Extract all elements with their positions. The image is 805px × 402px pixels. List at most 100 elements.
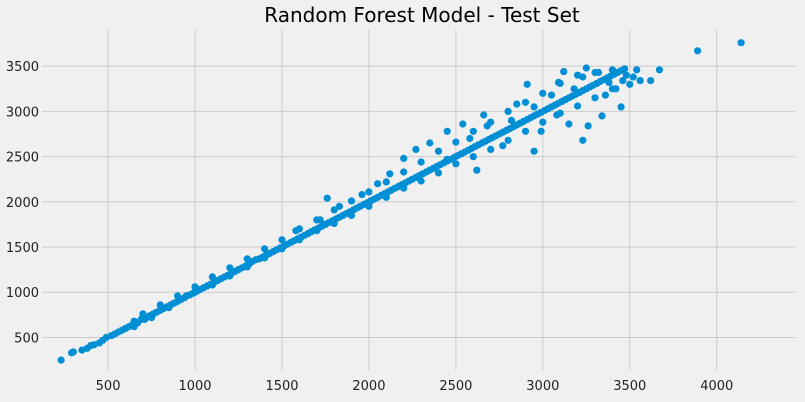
- x-tick-label: 4000: [700, 379, 733, 394]
- y-tick-label: 2500: [6, 151, 39, 166]
- data-point: [537, 127, 545, 135]
- data-point: [292, 227, 300, 235]
- data-point: [156, 301, 164, 309]
- y-tick-label: 1000: [6, 286, 39, 301]
- data-point: [261, 245, 269, 253]
- data-point: [466, 134, 474, 143]
- x-tick-label: 500: [96, 379, 121, 394]
- data-point: [226, 272, 234, 280]
- data-point: [335, 202, 343, 210]
- data-point: [594, 68, 603, 77]
- data-point: [469, 127, 477, 135]
- data-point: [330, 206, 338, 214]
- data-point: [584, 122, 592, 130]
- data-point: [278, 245, 286, 253]
- data-point: [629, 73, 637, 81]
- data-point: [434, 169, 443, 177]
- data-point: [612, 85, 620, 93]
- chart-title: Random Forest Model - Test Set: [264, 3, 580, 27]
- data-point: [243, 255, 251, 263]
- data-point: [694, 47, 702, 55]
- data-point: [358, 191, 366, 199]
- data-point: [386, 170, 394, 178]
- data-point: [148, 314, 156, 322]
- data-point: [316, 216, 324, 224]
- data-point: [554, 78, 563, 86]
- data-point: [400, 154, 408, 162]
- data-point: [412, 145, 420, 153]
- data-point: [165, 304, 173, 312]
- data-point: [330, 219, 338, 228]
- data-point: [469, 153, 477, 161]
- data-point: [426, 139, 434, 147]
- data-point: [473, 166, 481, 174]
- data-point: [313, 227, 321, 235]
- data-point: [579, 136, 587, 144]
- data-point: [374, 180, 382, 188]
- data-point: [513, 100, 521, 108]
- data-point: [605, 78, 613, 86]
- data-point: [57, 356, 65, 364]
- data-point: [226, 264, 234, 272]
- x-tick-label: 1500: [265, 379, 298, 394]
- data-point: [647, 77, 655, 85]
- data-point: [483, 122, 491, 130]
- grid-lines: [42, 30, 795, 370]
- data-point: [636, 77, 644, 85]
- x-tick-label: 2000: [352, 379, 385, 394]
- data-point: [621, 65, 629, 73]
- data-point: [347, 197, 356, 205]
- data-point: [400, 168, 408, 176]
- data-point: [417, 158, 425, 166]
- data-point: [570, 85, 578, 93]
- data-point: [737, 39, 745, 47]
- data-point: [608, 66, 617, 74]
- x-tick-label: 2500: [439, 379, 472, 394]
- y-tick-label: 500: [14, 331, 39, 346]
- data-point: [521, 127, 530, 135]
- data-point: [243, 263, 251, 271]
- data-point: [507, 116, 516, 124]
- data-point: [480, 111, 488, 119]
- data-point: [382, 193, 390, 201]
- data-point: [191, 283, 199, 291]
- data-point: [521, 98, 530, 106]
- data-point: [452, 138, 460, 146]
- data-point: [487, 145, 495, 153]
- data-point: [530, 103, 538, 111]
- data-point: [539, 118, 547, 126]
- data-point: [417, 177, 425, 185]
- data-point: [139, 310, 147, 318]
- x-tick-label: 1000: [178, 379, 211, 394]
- data-point: [382, 178, 390, 186]
- data-point: [208, 273, 216, 281]
- data-point: [452, 160, 460, 168]
- data-point: [553, 111, 561, 119]
- data-point: [622, 71, 630, 79]
- y-tick-label: 3000: [6, 105, 39, 120]
- data-point: [626, 80, 634, 88]
- data-point: [130, 323, 138, 331]
- data-point: [601, 91, 610, 99]
- data-point: [365, 202, 373, 210]
- data-point: [617, 103, 625, 111]
- x-tick-label: 3500: [613, 379, 646, 394]
- data-point: [459, 120, 467, 128]
- tick-labels: 500 1000 1500 2000 2500 3000 3500 4000 500 1000 15…: [6, 60, 733, 394]
- data-point: [261, 254, 269, 262]
- data-point: [504, 107, 512, 115]
- data-point: [499, 142, 507, 150]
- data-point: [530, 147, 538, 155]
- y-tick-label: 2000: [6, 196, 39, 211]
- data-point: [582, 64, 590, 72]
- data-point: [278, 236, 286, 244]
- y-tick-label: 3500: [6, 60, 39, 75]
- data-point: [443, 155, 451, 163]
- data-point: [655, 66, 664, 74]
- data-point: [560, 68, 568, 76]
- data-point: [434, 147, 443, 155]
- data-point: [347, 211, 356, 219]
- data-point: [191, 288, 199, 296]
